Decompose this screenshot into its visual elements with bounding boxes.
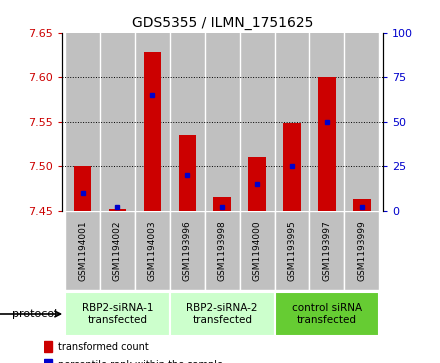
Bar (309, 33, 345, 211)
Bar (143, 52, 161, 211)
FancyBboxPatch shape (170, 292, 275, 336)
Bar (275, 33, 309, 211)
Bar (240, 33, 275, 211)
Text: GSM1193999: GSM1193999 (357, 220, 367, 281)
FancyBboxPatch shape (170, 211, 205, 290)
Text: GSM1193996: GSM1193996 (183, 220, 192, 281)
Bar (44, 359, 52, 363)
Bar (100, 33, 135, 211)
FancyBboxPatch shape (309, 211, 345, 290)
Text: transformed count: transformed count (58, 342, 148, 352)
Bar (345, 33, 379, 211)
Bar (353, 199, 370, 211)
FancyBboxPatch shape (65, 292, 170, 336)
Bar (249, 157, 266, 211)
Bar (318, 77, 336, 211)
Text: RBP2-siRNA-2
transfected: RBP2-siRNA-2 transfected (187, 303, 258, 325)
Text: RBP2-siRNA-1
transfected: RBP2-siRNA-1 transfected (82, 303, 153, 325)
Bar (109, 209, 126, 211)
Bar (65, 33, 100, 211)
Bar (213, 197, 231, 211)
Bar (170, 33, 205, 211)
Bar (44, 341, 52, 352)
Text: control siRNA
transfected: control siRNA transfected (292, 303, 362, 325)
FancyBboxPatch shape (345, 211, 379, 290)
FancyBboxPatch shape (205, 211, 240, 290)
Text: GSM1194003: GSM1194003 (148, 220, 157, 281)
FancyBboxPatch shape (240, 211, 275, 290)
Text: protocol: protocol (12, 309, 57, 319)
Text: percentile rank within the sample: percentile rank within the sample (58, 360, 223, 363)
Bar (74, 166, 91, 211)
FancyBboxPatch shape (100, 211, 135, 290)
Text: GSM1194001: GSM1194001 (78, 220, 87, 281)
FancyBboxPatch shape (275, 292, 379, 336)
Title: GDS5355 / ILMN_1751625: GDS5355 / ILMN_1751625 (132, 16, 313, 30)
Bar (135, 33, 170, 211)
Bar (179, 135, 196, 211)
Text: GSM1193995: GSM1193995 (287, 220, 297, 281)
Text: GSM1193998: GSM1193998 (218, 220, 227, 281)
Bar (283, 123, 301, 211)
Text: GSM1194002: GSM1194002 (113, 220, 122, 281)
FancyBboxPatch shape (275, 211, 309, 290)
Text: GSM1193997: GSM1193997 (323, 220, 331, 281)
Bar (205, 33, 240, 211)
FancyBboxPatch shape (135, 211, 170, 290)
Text: GSM1194000: GSM1194000 (253, 220, 262, 281)
FancyBboxPatch shape (65, 211, 100, 290)
